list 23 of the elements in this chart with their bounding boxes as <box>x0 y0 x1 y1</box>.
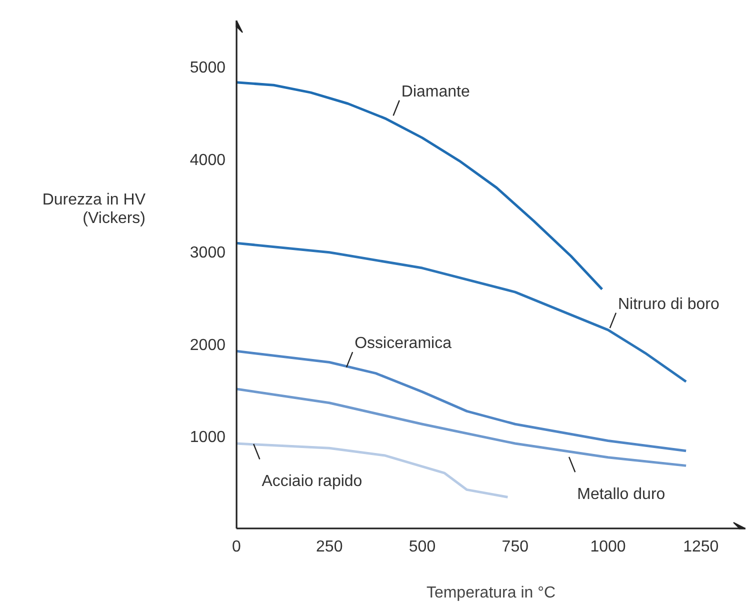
annotation: Ossiceramica <box>354 335 452 352</box>
y-tick-label: 5000 <box>190 60 226 77</box>
x-tick-label: 250 <box>316 538 343 556</box>
annotation: Nitruro di boro <box>618 296 720 313</box>
line-series <box>236 350 688 452</box>
line-series <box>236 388 688 467</box>
x-axis-title: Temperatura in °C <box>426 584 556 602</box>
y-tick-label: 3000 <box>190 244 226 262</box>
annotation: Diamante <box>401 83 470 100</box>
x-tick-label: 1250 <box>683 538 719 556</box>
annotation: Metallo duro <box>577 486 666 504</box>
y-tick-label: 1000 <box>190 429 226 446</box>
x-tick-label: 500 <box>408 538 436 556</box>
annotation: Acciaio rapido <box>262 473 362 490</box>
x-tick-label: 1000 <box>590 538 626 556</box>
line-series <box>236 81 604 291</box>
line-series <box>236 242 688 383</box>
y-tick-label: 4000 <box>190 152 226 170</box>
x-tick-label: 750 <box>502 538 529 556</box>
y-tick-label: 2000 <box>190 336 226 354</box>
y-axis-title: Durezza in HV (Vickers) <box>42 192 146 228</box>
x-tick-label: 0 <box>232 538 242 556</box>
line-series <box>236 442 509 498</box>
